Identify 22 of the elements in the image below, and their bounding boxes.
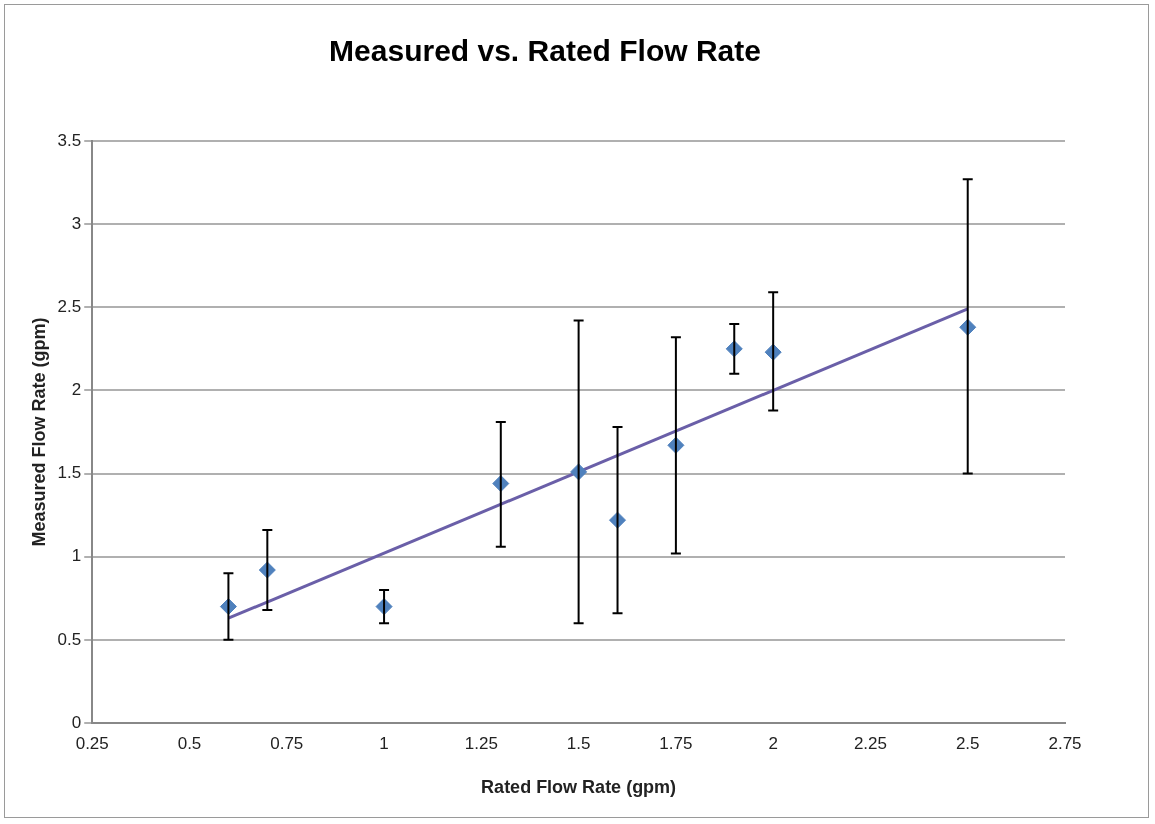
y-tick-label: 0.5 <box>57 629 82 649</box>
y-tick-label: 1 <box>71 546 82 566</box>
x-tick-label: 2.25 <box>853 733 887 753</box>
x-tick-label: 1 <box>379 733 389 753</box>
chart-title: Measured vs. Rated Flow Rate <box>329 34 761 68</box>
x-tick-label: 0.25 <box>75 733 109 753</box>
y-tick-label: 2 <box>71 380 82 400</box>
x-tick-label: 2.75 <box>1048 733 1082 753</box>
y-axis-title: Measured Flow Rate (gpm) <box>28 317 49 547</box>
x-tick-label: 0.75 <box>270 733 304 753</box>
y-tick-label: 1.5 <box>57 463 82 483</box>
x-axis-title: Rated Flow Rate (gpm) <box>481 777 677 798</box>
y-tick-label: 3 <box>71 213 82 233</box>
y-tick-label: 2.5 <box>57 296 82 316</box>
y-tick-label: 0 <box>71 712 82 732</box>
x-tick-label: 0.5 <box>177 733 202 753</box>
x-tick-label: 1.25 <box>464 733 498 753</box>
x-tick-label: 2 <box>768 733 778 753</box>
x-tick-label: 1.75 <box>659 733 693 753</box>
y-tick-label: 3.5 <box>57 130 82 150</box>
x-tick-label: 2.5 <box>955 733 980 753</box>
x-tick-label: 1.5 <box>566 733 591 753</box>
